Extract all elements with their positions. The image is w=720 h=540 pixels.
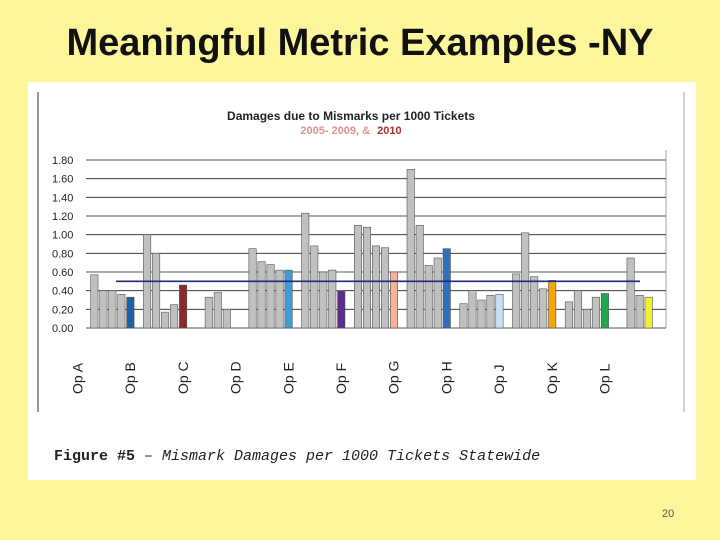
bar — [284, 269, 293, 329]
bar — [389, 271, 398, 329]
category-label: Op K — [544, 361, 560, 394]
chart-subtitle-current: 2010 — [377, 125, 401, 137]
bar — [406, 169, 415, 329]
y-tick-label: 0.20 — [52, 304, 73, 316]
bar — [337, 290, 346, 329]
bar — [99, 290, 108, 329]
bar — [564, 301, 573, 329]
bars — [90, 169, 653, 329]
bar — [442, 248, 451, 329]
category-label: Op F — [333, 363, 349, 394]
figure-caption: Figure #5 – Mismark Damages per 1000 Tic… — [54, 448, 540, 465]
bar — [108, 290, 117, 329]
y-tick-label: 0.80 — [52, 248, 73, 260]
bar — [424, 265, 433, 329]
category-label: Op H — [438, 361, 454, 394]
bar — [126, 296, 135, 329]
bar — [530, 276, 539, 329]
bar — [380, 247, 389, 329]
y-tick-label: 1.60 — [52, 174, 73, 186]
category-label: Op B — [122, 362, 138, 394]
category-labels: Op A Op B Op C Op D Op E Op F Op G Op H Op J Op K… — [69, 361, 612, 394]
bar — [521, 232, 530, 329]
bar — [433, 257, 442, 329]
page-number: 20 — [662, 508, 675, 520]
bar — [161, 311, 170, 329]
y-tick-label: 0.60 — [52, 267, 73, 279]
y-tick-label: 0.00 — [52, 323, 73, 335]
bar — [248, 248, 257, 329]
bar — [362, 226, 371, 329]
bar — [573, 290, 582, 329]
bar — [310, 245, 319, 329]
bar — [319, 271, 328, 329]
slide-title: Meaningful Metric Examples -NY — [66, 22, 654, 64]
bar — [415, 225, 424, 329]
y-tick-label: 1.40 — [52, 192, 73, 204]
bar — [170, 304, 179, 329]
y-tick-label: 0.40 — [52, 286, 73, 298]
chart-title: Damages due to Mismarks per 1000 Tickets — [227, 109, 475, 123]
bar — [468, 290, 477, 329]
bar — [582, 309, 591, 329]
bar — [152, 253, 161, 329]
category-label: Op D — [228, 361, 244, 394]
figure-panel: Damages due to Mismarks per 1000 Tickets… — [28, 82, 696, 480]
category-label: Op L — [597, 363, 613, 394]
bar — [477, 299, 486, 329]
category-label: Op C — [175, 361, 191, 394]
bar — [459, 303, 468, 329]
figure-caption-label: Figure #5 — [54, 448, 136, 465]
y-tick-label: 1.80 — [52, 155, 73, 167]
category-label: Op J — [491, 364, 507, 394]
bar — [204, 296, 213, 329]
bar — [591, 296, 600, 329]
y-tick-label: 1.20 — [52, 211, 73, 223]
bar — [635, 295, 644, 329]
category-label: Op A — [69, 362, 85, 394]
bar — [486, 295, 495, 329]
bar — [266, 264, 275, 329]
figure-caption-text: – Mismark Damages per 1000 Tickets State… — [135, 448, 541, 465]
bar — [328, 269, 337, 329]
chart-subtitle: 2005- 2009, & 2010 — [300, 125, 401, 137]
bar — [539, 288, 548, 329]
bar — [90, 274, 99, 329]
category-label: Op G — [386, 361, 402, 394]
bar — [371, 245, 380, 329]
bar — [257, 261, 266, 329]
bar — [222, 309, 231, 329]
bar — [179, 284, 188, 329]
bar — [275, 269, 284, 329]
bar-chart: Damages due to Mismarks per 1000 Tickets… — [37, 92, 685, 412]
bar — [512, 273, 521, 329]
bar — [626, 257, 635, 329]
bar — [644, 296, 653, 329]
bar — [117, 294, 126, 329]
bar — [301, 212, 310, 329]
bar — [600, 293, 609, 329]
chart-subtitle-years: 2005- 2009, & — [300, 125, 370, 137]
bar — [548, 280, 557, 329]
bar — [213, 292, 222, 329]
bar — [495, 294, 504, 329]
bar — [353, 225, 362, 329]
y-axis-ticks: 0.00 0.20 0.40 0.60 0.80 1.00 1.20 1.40 1.60 1.80 — [52, 155, 73, 335]
category-label: Op E — [280, 362, 296, 394]
y-tick-label: 1.00 — [52, 230, 73, 242]
